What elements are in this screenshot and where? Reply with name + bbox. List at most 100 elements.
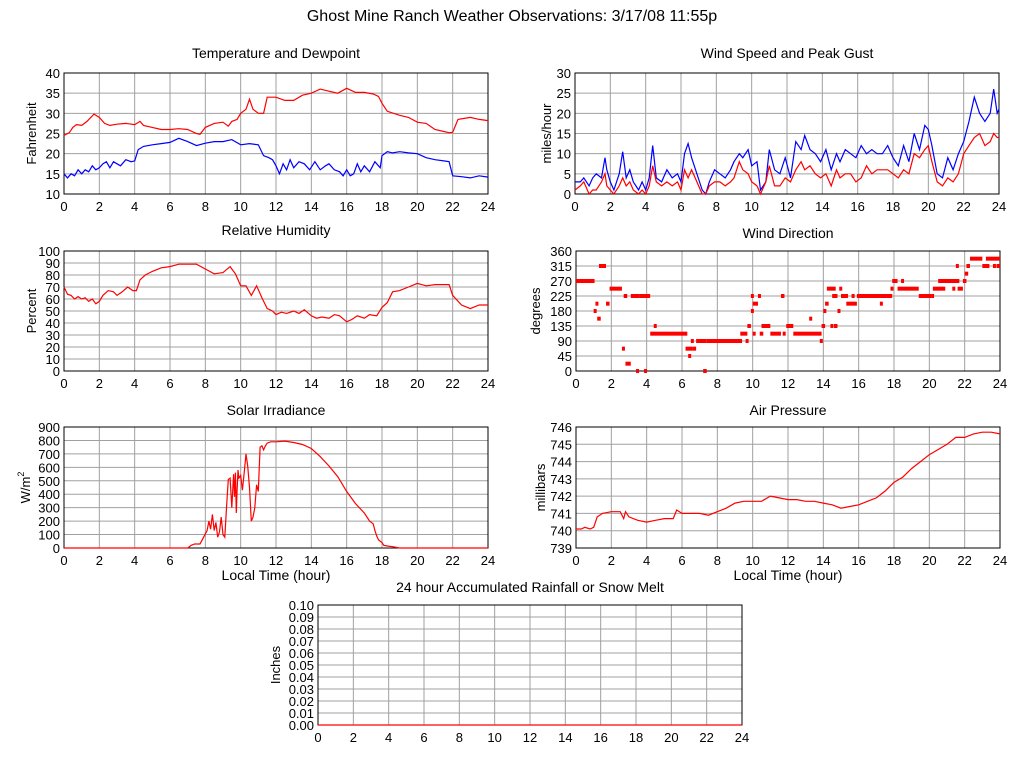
- rainfall-title: 24 hour Accumulated Rainfall or Snow Mel…: [396, 579, 664, 595]
- y-tick-label: 30: [557, 66, 571, 81]
- solar-title: Solar Irradiance: [227, 402, 326, 418]
- x-tick-label: 4: [131, 376, 138, 391]
- wind-direction-mark: [992, 264, 996, 268]
- wind-plot-frame: [574, 72, 1000, 195]
- x-tick-label: 24: [993, 376, 1007, 391]
- x-tick-label: 6: [166, 376, 173, 391]
- x-tick-label: 8: [714, 553, 721, 568]
- solar-x-axis-label: Local Time (hour): [222, 567, 331, 583]
- y-tick-label: 0.10: [289, 598, 314, 613]
- x-tick-label: 10: [745, 376, 759, 391]
- x-tick-label: 16: [850, 199, 864, 214]
- y-tick-label: 500: [38, 474, 60, 489]
- wind-direction-mark: [696, 339, 707, 343]
- wind-direction-mark: [830, 324, 834, 328]
- x-tick-label: 10: [233, 376, 247, 391]
- x-tick-label: 10: [487, 730, 501, 745]
- wind-direction-mark: [609, 286, 622, 291]
- x-tick-label: 22: [445, 376, 459, 391]
- y-tick-label: 30: [46, 328, 60, 343]
- y-tick-label: 35: [46, 86, 60, 101]
- x-tick-label: 18: [375, 199, 389, 214]
- x-tick-label: 2: [96, 553, 103, 568]
- wind-direction-mark: [918, 294, 932, 298]
- wind-direction-series-0: [576, 256, 1000, 373]
- y-tick-label: 400: [38, 487, 60, 502]
- x-tick-label: 24: [481, 553, 495, 568]
- rainfall-y-axis-label: Inches: [268, 645, 283, 684]
- wind-direction-mark: [623, 294, 628, 298]
- x-tick-label: 12: [269, 553, 283, 568]
- x-tick-label: 24: [993, 553, 1007, 568]
- wind-direction-mark: [745, 339, 749, 343]
- x-tick-label: 16: [339, 376, 353, 391]
- y-tick-label: 15: [46, 167, 60, 182]
- temp-y-axis-label: Fahrenheit: [24, 102, 39, 165]
- x-tick-label: 6: [677, 199, 684, 214]
- wind-direction-mark: [747, 324, 751, 328]
- wind-direction-mark: [985, 256, 1000, 261]
- x-tick-label: 16: [339, 553, 353, 568]
- x-tick-label: 14: [816, 376, 830, 391]
- y-tick-label: 20: [46, 147, 60, 162]
- x-tick-label: 16: [851, 376, 865, 391]
- y-tick-label: 40: [46, 66, 60, 81]
- y-tick-label: 600: [38, 460, 60, 475]
- y-tick-label: 15: [557, 127, 571, 142]
- humidity-title: Relative Humidity: [222, 222, 331, 238]
- x-tick-label: 12: [780, 199, 794, 214]
- wind-direction-mark: [996, 264, 1000, 268]
- x-tick-label: 20: [664, 730, 678, 745]
- wind-direction-mark: [832, 294, 838, 298]
- wind-direction-mark: [621, 346, 625, 351]
- wind-direction-mark: [752, 331, 756, 336]
- x-tick-label: 4: [131, 553, 138, 568]
- x-tick-label: 22: [956, 199, 970, 214]
- wind-direction-mark: [957, 286, 963, 291]
- wind-direction-mark: [825, 301, 829, 306]
- wind-direction-mark: [856, 294, 893, 298]
- y-tick-label: 745: [550, 437, 572, 452]
- wind-direction-mark: [706, 339, 743, 343]
- x-tick-label: 0: [572, 553, 579, 568]
- y-tick-label: 0: [53, 541, 60, 556]
- page-title: Ghost Mine Ranch Weather Observations: 3…: [306, 8, 718, 25]
- y-tick-label: 315: [550, 259, 572, 274]
- y-tick-label: 10: [46, 352, 60, 367]
- wind-direction-mark: [892, 279, 898, 283]
- y-tick-label: 80: [46, 268, 60, 283]
- y-tick-label: 0.08: [289, 622, 314, 637]
- x-tick-label: 18: [375, 553, 389, 568]
- wind-direction-mark: [606, 301, 610, 306]
- wind-direction-mark: [630, 294, 640, 298]
- x-tick-label: 12: [781, 376, 795, 391]
- x-tick-label: 2: [608, 376, 615, 391]
- humidity-series-relative-humidity: [63, 263, 488, 323]
- wind-direction-mark: [639, 294, 651, 298]
- x-tick-label: 22: [445, 199, 459, 214]
- wind-direction-mark: [759, 331, 764, 336]
- x-tick-label: 6: [678, 376, 685, 391]
- y-tick-label: 700: [38, 447, 60, 462]
- y-tick-label: 0.01: [289, 706, 314, 721]
- wind-direction-mark: [890, 286, 894, 291]
- wind-direction-mark: [966, 264, 970, 268]
- wind-direction-mark: [793, 331, 822, 336]
- pressure-plot-frame: [575, 426, 1001, 549]
- y-tick-label: 800: [38, 433, 60, 448]
- y-tick-label: 10: [46, 187, 60, 202]
- y-tick-label: 30: [46, 106, 60, 121]
- wind-direction-mark: [757, 294, 761, 298]
- wind-direction-mark: [644, 369, 648, 373]
- y-tick-label: 25: [46, 127, 60, 142]
- x-tick-label: 0: [60, 199, 67, 214]
- wind-direction-mark: [826, 286, 836, 291]
- x-tick-label: 4: [643, 376, 650, 391]
- x-tick-label: 6: [678, 553, 685, 568]
- temp-series-temperature: [63, 87, 489, 137]
- x-tick-label: 20: [410, 199, 424, 214]
- wind-direction-mark: [809, 316, 813, 321]
- wind-direction-mark: [593, 309, 597, 313]
- x-tick-label: 24: [735, 730, 749, 745]
